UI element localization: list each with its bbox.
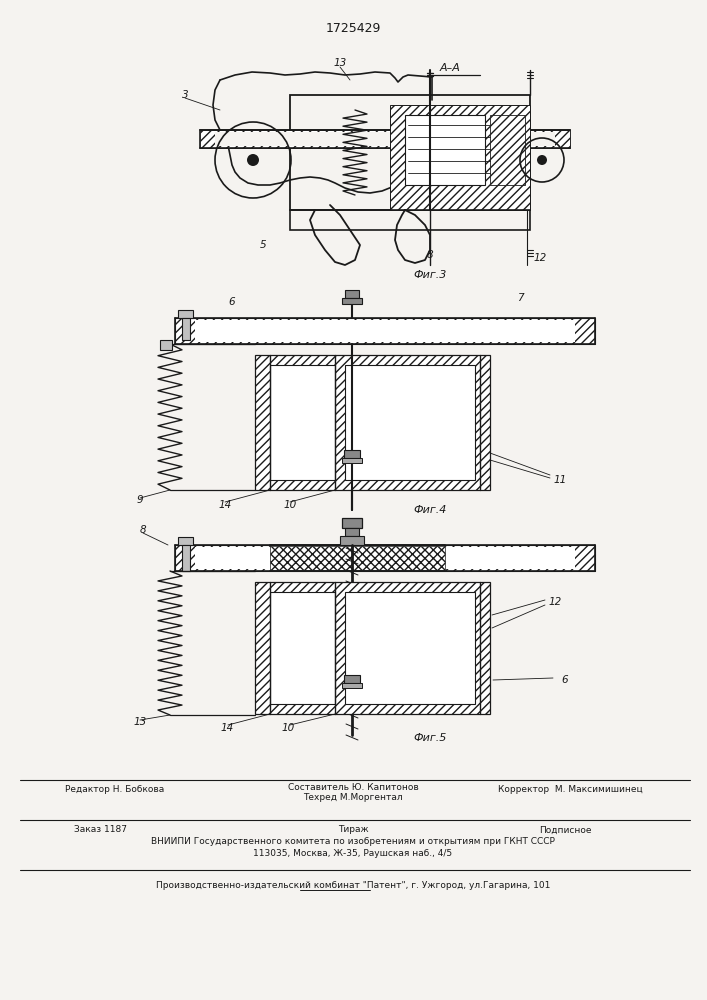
- Bar: [390, 105, 530, 210]
- Text: Заказ 1187: Заказ 1187: [74, 826, 127, 834]
- Text: 14: 14: [221, 723, 233, 733]
- Bar: [344, 450, 360, 458]
- Text: Фиг.4: Фиг.4: [414, 505, 447, 515]
- Bar: [200, 130, 570, 148]
- Text: 14: 14: [218, 500, 232, 510]
- Bar: [182, 545, 190, 571]
- Bar: [215, 132, 555, 146]
- Bar: [342, 298, 362, 304]
- Text: 10: 10: [281, 723, 295, 733]
- Text: 12: 12: [533, 253, 547, 263]
- Bar: [290, 210, 530, 230]
- Text: Техред М.Моргентал: Техред М.Моргентал: [303, 794, 403, 802]
- Text: Составитель Ю. Капитонов: Составитель Ю. Капитонов: [288, 784, 419, 792]
- Bar: [270, 365, 335, 480]
- Text: 6: 6: [228, 297, 235, 307]
- Bar: [342, 518, 362, 528]
- Text: 6: 6: [561, 675, 568, 685]
- Bar: [200, 130, 570, 148]
- Bar: [345, 365, 475, 480]
- Bar: [290, 95, 530, 210]
- Bar: [342, 458, 362, 463]
- Bar: [345, 592, 475, 704]
- Text: 9: 9: [136, 495, 144, 505]
- Bar: [270, 546, 445, 570]
- Bar: [178, 537, 193, 545]
- Text: ВНИИПИ Государственного комитета по изобретениям и открытиям при ГКНТ СССР: ВНИИПИ Государственного комитета по изоб…: [151, 838, 555, 846]
- Text: 12: 12: [549, 597, 561, 607]
- Text: 113035, Москва, Ж-35, Раушская наб., 4/5: 113035, Москва, Ж-35, Раушская наб., 4/5: [253, 850, 452, 858]
- Text: Корректор  М. Максимишинец: Корректор М. Максимишинец: [498, 786, 643, 794]
- Text: 5: 5: [259, 240, 267, 250]
- Text: А–А: А–А: [440, 63, 460, 73]
- Text: 7: 7: [517, 293, 523, 303]
- Text: 1725429: 1725429: [325, 21, 380, 34]
- Bar: [342, 683, 362, 688]
- Bar: [345, 528, 359, 536]
- Bar: [344, 675, 360, 683]
- Bar: [490, 115, 525, 185]
- Bar: [345, 290, 359, 298]
- Circle shape: [537, 155, 547, 165]
- Text: Тираж: Тираж: [338, 826, 368, 834]
- Text: 8: 8: [427, 250, 433, 260]
- Bar: [175, 545, 595, 571]
- Bar: [175, 318, 595, 344]
- Bar: [340, 536, 364, 545]
- Text: 13: 13: [134, 717, 146, 727]
- Bar: [178, 310, 193, 318]
- Bar: [195, 320, 575, 342]
- Circle shape: [247, 154, 259, 166]
- Text: 10: 10: [284, 500, 297, 510]
- Bar: [270, 592, 335, 704]
- Text: Подписное: Подписное: [539, 826, 591, 834]
- Bar: [160, 340, 172, 350]
- Text: Производственно-издательский комбинат "Патент", г. Ужгород, ул.Гагарина, 101: Производственно-издательский комбинат "П…: [156, 880, 550, 890]
- Bar: [255, 582, 490, 714]
- Bar: [182, 318, 190, 340]
- Text: 13: 13: [334, 58, 346, 68]
- Text: 8: 8: [140, 525, 146, 535]
- Bar: [405, 115, 485, 185]
- Text: 11: 11: [554, 475, 566, 485]
- Text: Фиг.5: Фиг.5: [414, 733, 447, 743]
- Bar: [195, 547, 575, 569]
- Text: Редактор Н. Бобкова: Редактор Н. Бобкова: [65, 786, 165, 794]
- Bar: [255, 355, 490, 490]
- Text: 3: 3: [182, 90, 188, 100]
- Text: Фиг.3: Фиг.3: [414, 270, 447, 280]
